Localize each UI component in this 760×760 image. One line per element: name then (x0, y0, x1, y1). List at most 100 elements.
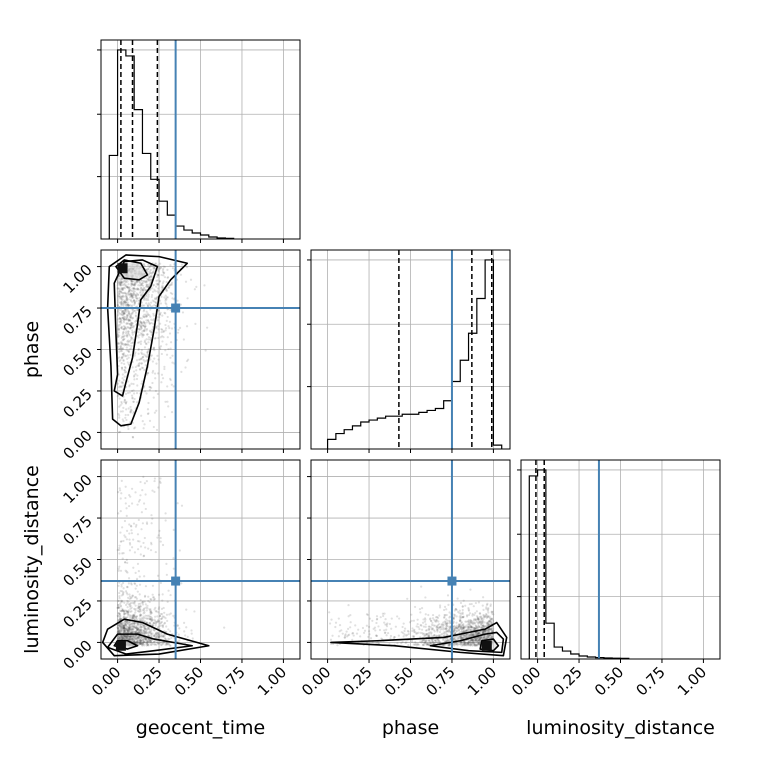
sample-point (477, 601, 481, 604)
sample-point (135, 630, 138, 634)
sample-point (467, 644, 470, 647)
sample-point (124, 354, 127, 357)
sample-point (118, 282, 122, 285)
sample-point (477, 632, 480, 635)
sample-point (448, 620, 451, 623)
sample-point (486, 621, 489, 624)
sample-point (164, 617, 167, 620)
sample-point (123, 375, 126, 378)
sample-point (130, 344, 133, 348)
sample-point (140, 631, 144, 634)
sample-point (147, 295, 150, 298)
sample-point (482, 617, 485, 621)
sample-point (164, 400, 167, 403)
sample-point (406, 633, 409, 636)
sample-point (143, 627, 147, 631)
sample-point (142, 632, 145, 635)
sample-point (439, 628, 442, 631)
sample-point (429, 617, 432, 620)
sample-point (116, 637, 119, 640)
sample-point (445, 623, 448, 626)
sample-point (490, 626, 494, 630)
sample-point (449, 625, 452, 628)
sample-point (486, 634, 489, 637)
sample-point (491, 636, 494, 639)
sample-point (126, 613, 130, 616)
panel-geocent_time-luminosity_distance: 0.00 0.25 0.50 0.75 1.00geocent_time0.000.25… (21, 459, 301, 739)
sample-point (136, 384, 139, 387)
sample-point (469, 619, 472, 622)
sample-point (469, 634, 472, 637)
sample-point (476, 644, 479, 647)
sample-point (469, 640, 472, 643)
sample-point (148, 630, 151, 633)
sample-point (138, 628, 142, 632)
sample-point (134, 311, 137, 314)
sample-point (488, 628, 491, 631)
sample-point (142, 624, 145, 627)
sample-point (453, 624, 456, 628)
sample-point (126, 354, 129, 357)
sample-point (126, 610, 129, 613)
sample-point (121, 280, 124, 284)
sample-point (139, 326, 143, 329)
sample-point (120, 479, 123, 482)
sample-point (143, 298, 146, 301)
sample-point (120, 336, 123, 340)
sample-point (120, 291, 123, 294)
sample-point (487, 634, 490, 637)
sample-point (479, 636, 482, 640)
sample-point (420, 607, 424, 610)
sample-point (133, 617, 136, 621)
sample-point (145, 276, 148, 280)
sample-point (147, 626, 150, 629)
sample-point (466, 629, 469, 633)
sample-point (452, 637, 455, 640)
sample-point (424, 629, 428, 632)
sample-point (172, 557, 175, 560)
histogram-step (528, 469, 630, 659)
sample-point (141, 304, 144, 307)
sample-point (125, 299, 129, 302)
sample-point (124, 416, 127, 419)
sample-point (426, 642, 429, 645)
sample-point (401, 625, 404, 629)
sample-point (152, 284, 155, 287)
sample-point (126, 630, 129, 633)
sample-point (126, 622, 129, 626)
sample-point (467, 635, 470, 638)
sample-point (489, 628, 492, 631)
sample-point (149, 608, 152, 611)
sample-point (136, 627, 139, 630)
sample-point (134, 596, 138, 599)
sample-point (434, 620, 438, 623)
sample-point (169, 341, 173, 344)
sample-point (126, 326, 129, 329)
sample-point (138, 632, 141, 635)
sample-point (156, 620, 159, 623)
sample-point (117, 512, 120, 515)
sample-point (131, 637, 134, 641)
sample-point (127, 356, 130, 359)
sample-point (445, 640, 448, 643)
sample-point (472, 643, 476, 646)
sample-point (117, 599, 120, 602)
sample-point (446, 639, 449, 642)
sample-point (119, 510, 122, 513)
sample-point (445, 624, 449, 627)
sample-point (435, 628, 439, 631)
sample-point (122, 631, 125, 634)
sample-point (487, 611, 490, 614)
sample-point (487, 623, 490, 626)
sample-point (442, 638, 445, 642)
sample-point (461, 605, 464, 608)
sample-point (145, 359, 148, 362)
sample-point (122, 634, 125, 637)
sample-point (120, 385, 123, 388)
sample-point (126, 635, 129, 638)
sample-point (135, 618, 138, 621)
sample-point (131, 637, 134, 641)
sample-point (125, 418, 128, 422)
sample-point (158, 633, 161, 636)
sample-point (486, 629, 489, 632)
